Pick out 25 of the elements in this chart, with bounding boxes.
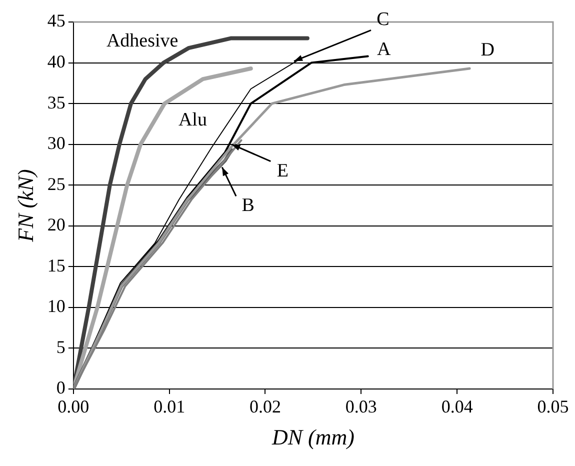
x-tick-label: 0.02 <box>249 396 281 417</box>
y-tick-label: 45 <box>47 10 66 31</box>
x-tick-label: 0.01 <box>154 396 186 417</box>
y-tick-label: 35 <box>47 92 66 112</box>
annotation: Adhesive <box>106 30 178 52</box>
annotation: D <box>480 39 494 60</box>
annotation: A <box>377 39 392 60</box>
x-tick-label: 0.04 <box>441 396 473 417</box>
x-tick-label: 0.03 <box>345 396 377 417</box>
x-tick-label: 0.05 <box>537 396 569 417</box>
y-tick-label: 30 <box>47 133 66 154</box>
y-tick-label: 0 <box>56 378 66 398</box>
x-tick-label: 0.00 <box>58 396 90 417</box>
annotation: B <box>242 195 254 216</box>
y-tick-label: 25 <box>47 174 66 194</box>
y-tick-label: 15 <box>47 255 66 276</box>
y-tick-label: 20 <box>47 214 66 235</box>
annotation: C <box>376 9 390 30</box>
y-tick-label: 5 <box>56 336 66 357</box>
annotation: E <box>276 160 288 182</box>
y-tick-label: 10 <box>47 296 66 316</box>
x-axis-title: DN (mm) <box>270 424 354 450</box>
y-axis-title: FN (kN) <box>12 169 38 243</box>
y-tick-label: 40 <box>47 52 66 72</box>
annotation: Alu <box>178 109 208 130</box>
